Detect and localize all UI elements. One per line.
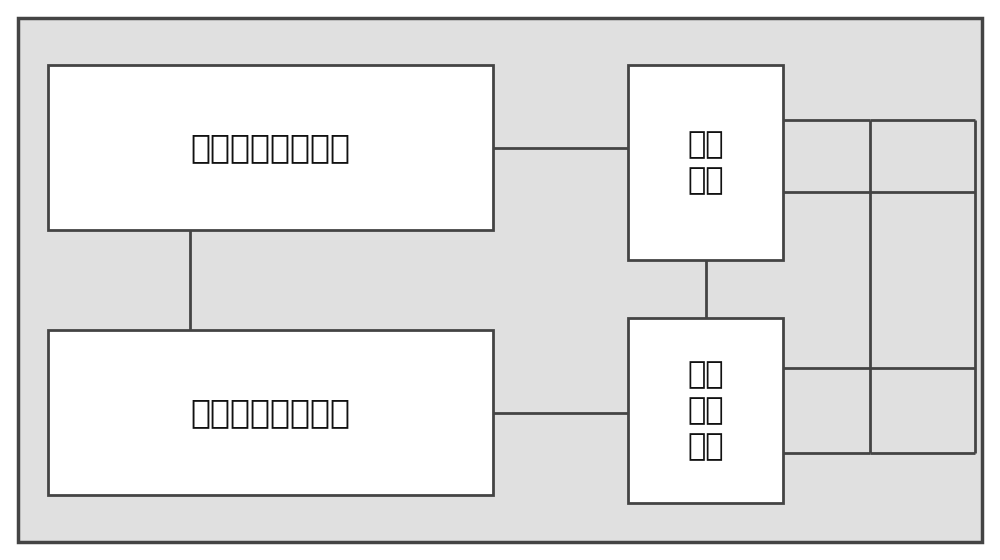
Bar [48, 65, 493, 230]
Bar [628, 65, 783, 260]
Text: 信号
采集: 信号 采集 [687, 130, 724, 195]
Bar [48, 330, 493, 495]
Text: 交、直流电源系统: 交、直流电源系统 [190, 396, 351, 429]
Text: 电力
电子
逆变: 电力 电子 逆变 [687, 360, 724, 461]
Text: 数字信号微处理器: 数字信号微处理器 [190, 131, 351, 164]
Bar [628, 318, 783, 503]
